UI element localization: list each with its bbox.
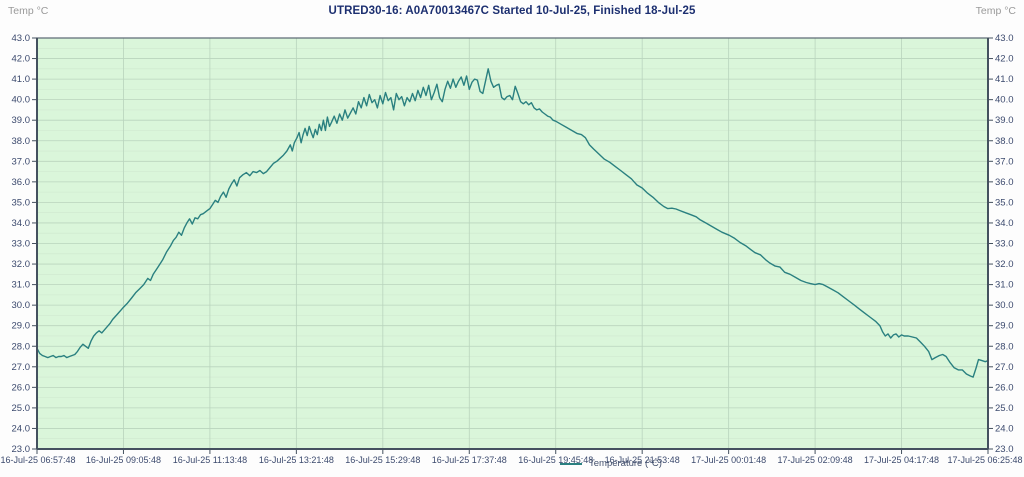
y-axis-tick-label-right: 30.0 (995, 300, 1014, 311)
y-axis-tick-label-left: 28.0 (12, 341, 31, 352)
y-axis-tick-label-right: 36.0 (995, 177, 1014, 188)
y-axis-tick-label-left: 36.0 (12, 177, 31, 188)
y-axis-tick-label-right: 23.0 (995, 444, 1014, 455)
x-axis-tick-label: 17-Jul-25 06:25:48 (947, 455, 1022, 465)
x-axis-tick-label: 16-Jul-25 11:13:48 (173, 455, 247, 465)
x-axis-tick-label: 16-Jul-25 21:53:48 (605, 455, 680, 465)
y-axis-tick-label-left: 27.0 (12, 362, 31, 373)
x-axis-tick-label: 16-Jul-25 17:37:48 (432, 455, 507, 465)
y-axis-tick-label-right: 31.0 (995, 280, 1014, 291)
chart-title: UTRED30-16: A0A70013467C Started 10-Jul-… (328, 5, 696, 17)
y-axis-tick-label-right: 41.0 (995, 74, 1014, 85)
y-axis-tick-label-left: 37.0 (12, 156, 31, 167)
y-axis-tick-label-left: 25.0 (12, 403, 31, 414)
y-axis-tick-label-left: 43.0 (12, 33, 31, 44)
y-axis-tick-label-right: 24.0 (995, 423, 1014, 434)
y-axis-tick-label-left: 39.0 (12, 115, 31, 126)
x-axis-tick-label: 17-Jul-25 04:17:48 (864, 455, 939, 465)
x-axis-tick-label: 16-Jul-25 19:45:48 (518, 455, 593, 465)
y-axis-tick-label-left: 29.0 (12, 321, 31, 332)
y-axis-tick-label-right: 32.0 (995, 259, 1014, 270)
y-axis-tick-label-left: 41.0 (12, 74, 31, 85)
y-axis-tick-label-right: 38.0 (995, 136, 1014, 147)
temperature-series-line (36, 68, 989, 378)
y-axis-tick-label-left: 42.0 (12, 54, 31, 65)
y-axis-tick-label-right: 33.0 (995, 239, 1014, 250)
legend-line-swatch (560, 462, 582, 465)
y-axis-tick-label-left: 38.0 (12, 136, 31, 147)
x-axis-tick-label: 16-Jul-25 06:57:48 (0, 455, 75, 465)
y-axis-tick-label-left: 26.0 (12, 382, 31, 393)
x-axis-tick-label: 17-Jul-25 00:01:48 (691, 455, 766, 465)
y-axis-tick-label-right: 37.0 (995, 156, 1014, 167)
y-axis-title-left: Temp °C (8, 5, 49, 17)
x-axis-tick-label: 16-Jul-25 13:21:48 (259, 455, 334, 465)
y-axis-tick-label-right: 27.0 (995, 362, 1014, 373)
y-axis-tick-label-left: 40.0 (12, 95, 31, 106)
chart-header: Temp °C UTRED30-16: A0A70013467C Started… (0, 0, 1024, 26)
y-axis-tick-label-right: 28.0 (995, 341, 1014, 352)
y-axis-tick-label-left: 23.0 (12, 444, 31, 455)
y-axis-tick-label-right: 43.0 (995, 33, 1014, 44)
y-axis-tick-label-left: 34.0 (12, 218, 31, 229)
y-axis-tick-label-left: 30.0 (12, 300, 31, 311)
y-axis-tick-label-left: 33.0 (12, 239, 31, 250)
legend-label: Temperature (°C) (589, 458, 662, 469)
y-axis-title-right: Temp °C (975, 5, 1016, 17)
x-axis-tick-label: 17-Jul-25 02:09:48 (778, 455, 853, 465)
y-axis-tick-label-right: 35.0 (995, 197, 1014, 208)
y-axis-tick-label-right: 34.0 (995, 218, 1014, 229)
x-axis-tick-label: 16-Jul-25 09:05:48 (86, 455, 161, 465)
chart-legend: Temperature (°C) (560, 458, 662, 469)
y-axis-tick-label-right: 25.0 (995, 403, 1014, 414)
y-axis-tick-label-left: 35.0 (12, 197, 31, 208)
y-axis-tick-label-left: 32.0 (12, 259, 31, 270)
y-axis-tick-label-left: 24.0 (12, 423, 31, 434)
y-axis-tick-label-right: 42.0 (995, 54, 1014, 65)
x-axis-tick-label: 16-Jul-25 15:29:48 (345, 455, 420, 465)
y-axis-tick-label-left: 31.0 (12, 280, 31, 291)
y-axis-tick-label-right: 29.0 (995, 321, 1014, 332)
y-axis-tick-label-right: 26.0 (995, 382, 1014, 393)
y-axis-tick-label-right: 40.0 (995, 95, 1014, 106)
y-axis-tick-label-right: 39.0 (995, 115, 1014, 126)
